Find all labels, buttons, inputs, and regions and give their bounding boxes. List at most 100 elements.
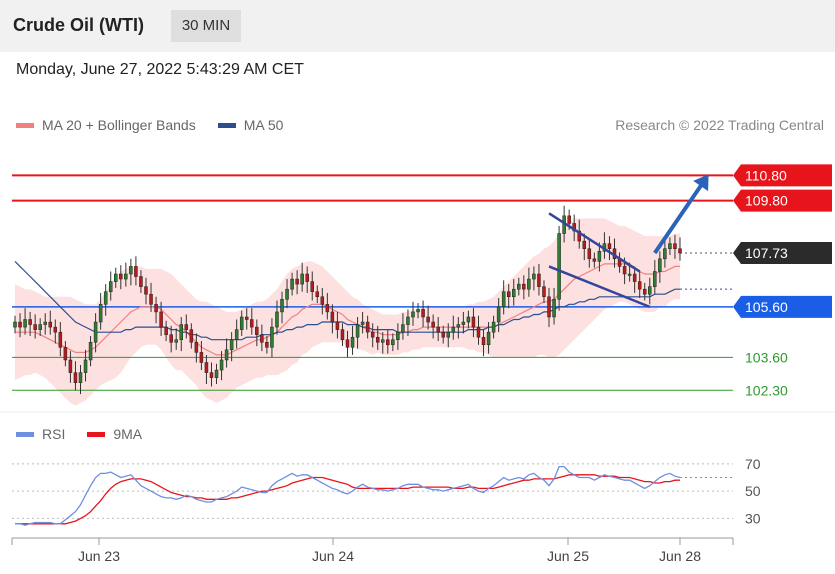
- candle-body: [637, 281, 642, 290]
- candle-body: [491, 321, 496, 333]
- rsi-label: RSI: [42, 426, 66, 442]
- level-tag-bg: [733, 164, 832, 187]
- candle-body: [663, 248, 667, 260]
- candle-body: [114, 273, 118, 282]
- candle-body: [375, 336, 380, 343]
- candle-body: [164, 326, 168, 335]
- candle-body: [93, 321, 98, 343]
- level-tag-text: 107.73: [745, 245, 788, 261]
- candle-body: [154, 304, 158, 313]
- candle-body: [668, 243, 672, 249]
- candle-body: [642, 288, 647, 295]
- candle-body: [325, 304, 330, 313]
- candle-body: [88, 342, 93, 361]
- x-tick-label-Jun-28: Jun 28: [659, 548, 701, 564]
- candle-body: [426, 316, 430, 323]
- candle-body: [33, 324, 37, 330]
- level-tag-bg: [733, 295, 832, 318]
- candle-body: [592, 258, 597, 262]
- candle-body: [587, 248, 592, 260]
- candle-body: [224, 349, 229, 361]
- candle-body: [496, 306, 501, 323]
- candle-body: [345, 339, 350, 348]
- bollinger-swatch: [16, 122, 34, 128]
- candle-body: [481, 336, 486, 346]
- candle-body: [421, 309, 425, 318]
- candle-body: [552, 299, 556, 318]
- projection-arrow-head: [693, 174, 709, 192]
- candle-body: [522, 283, 526, 290]
- candle-body: [330, 311, 335, 323]
- rsi-tick-70: 70: [745, 456, 761, 472]
- candle-body: [53, 326, 58, 333]
- candle-body: [68, 359, 73, 373]
- rsi-tick-30: 30: [745, 510, 761, 526]
- candle-body: [320, 296, 325, 305]
- main-legend: MA 20 + Bollinger Bands MA 50: [16, 117, 305, 133]
- candle-body: [512, 288, 516, 298]
- candle-body: [239, 316, 244, 330]
- candle-body: [537, 273, 541, 287]
- candle-body: [365, 321, 370, 333]
- candle-body: [557, 233, 561, 300]
- candle-body: [461, 321, 466, 325]
- candle-body: [627, 273, 632, 276]
- legend-item-ma50[interactable]: MA 50: [217, 117, 283, 133]
- candle-body: [386, 339, 390, 346]
- candle-body: [174, 339, 178, 343]
- candle-body: [144, 286, 148, 295]
- candle-body: [43, 321, 47, 325]
- candle-body: [119, 273, 123, 280]
- candle-body: [446, 331, 451, 338]
- candle-body: [199, 352, 204, 363]
- candle-body: [391, 339, 395, 346]
- candle-body: [340, 329, 345, 340]
- level-label-102.30: 102.30: [745, 382, 788, 398]
- level-label-103.60: 103.60: [745, 349, 788, 365]
- candle-body: [411, 311, 415, 318]
- candle-body: [139, 276, 143, 287]
- legend-item-9ma[interactable]: 9MA: [87, 426, 142, 442]
- legend-item-rsi[interactable]: RSI: [16, 426, 65, 442]
- candle-body: [58, 331, 63, 348]
- candle-body: [124, 273, 128, 280]
- candle-body: [486, 331, 491, 346]
- candle-body: [83, 359, 88, 373]
- candle-body: [103, 291, 108, 305]
- candle-body: [300, 273, 304, 285]
- candle-body: [451, 326, 456, 333]
- level-tag-110.80: 110.80: [733, 164, 832, 187]
- candle-body: [350, 336, 355, 348]
- candle-body: [315, 291, 320, 298]
- candle-body: [547, 296, 551, 318]
- candle-body: [658, 258, 662, 272]
- candle-body: [622, 266, 627, 275]
- candle-body: [431, 321, 435, 328]
- candle-body: [295, 278, 299, 285]
- candle-body: [678, 248, 682, 254]
- wedge-lower-line: [548, 265, 651, 309]
- candle-body: [290, 278, 294, 290]
- candle-body: [73, 372, 78, 383]
- legend-item-bollinger[interactable]: MA 20 + Bollinger Bands: [16, 117, 196, 133]
- candle-body: [653, 271, 657, 287]
- candle-body: [209, 372, 214, 378]
- candle-body: [250, 319, 254, 328]
- candle-body: [381, 339, 385, 343]
- candle-body: [63, 347, 68, 361]
- candle-body: [285, 288, 289, 300]
- candle-body: [270, 326, 274, 348]
- candle-body: [219, 359, 224, 371]
- candle-body: [582, 240, 587, 249]
- candle-body: [506, 291, 511, 298]
- candle-body: [310, 281, 314, 292]
- level-tag-bg: [733, 189, 832, 212]
- rsi-swatch: [16, 431, 34, 437]
- candle-body: [542, 286, 546, 298]
- candle-body: [48, 321, 53, 328]
- candle-body: [108, 281, 113, 292]
- candle-body: [396, 331, 400, 340]
- interval-badge[interactable]: 30 MIN: [171, 10, 241, 42]
- rsi-legend: RSI 9MA: [16, 426, 164, 442]
